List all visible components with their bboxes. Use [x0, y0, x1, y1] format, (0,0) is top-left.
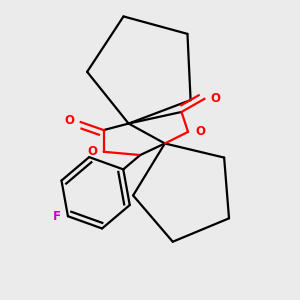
Text: O: O [64, 114, 74, 127]
Text: O: O [87, 145, 97, 158]
Text: O: O [195, 125, 205, 138]
Text: F: F [52, 210, 61, 223]
Text: O: O [211, 92, 221, 105]
